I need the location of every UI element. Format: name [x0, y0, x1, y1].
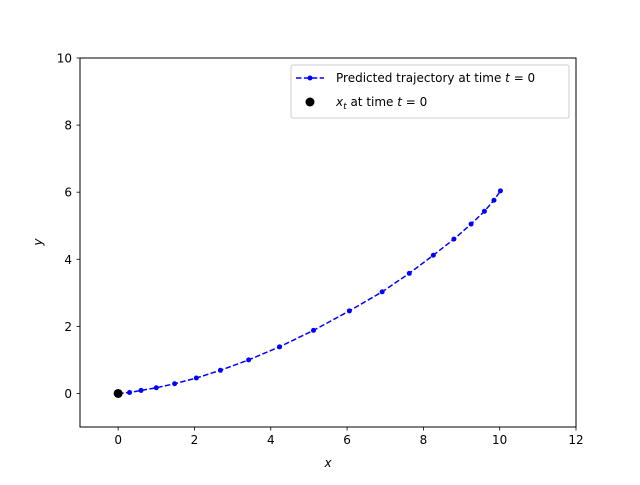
trajectory-point	[379, 289, 385, 295]
x-tick-label: 8	[420, 433, 428, 447]
y-tick-label: 10	[57, 52, 72, 66]
trajectory-point	[127, 389, 133, 395]
xt-point	[113, 388, 123, 398]
x-axis-label: x	[323, 456, 332, 470]
trajectory-point	[153, 385, 159, 391]
trajectory-point	[277, 344, 283, 350]
trajectory-point	[468, 221, 474, 227]
x-ticks: 0 2 4 6 8 10 12	[114, 427, 584, 447]
trajectory-point	[406, 270, 412, 276]
y-tick-label: 0	[64, 387, 72, 401]
y-tick-label: 6	[64, 186, 72, 200]
x-tick-label: 6	[343, 433, 351, 447]
series-layer	[113, 188, 503, 398]
trajectory-point	[172, 381, 178, 387]
trajectory-point	[430, 252, 436, 258]
x-tick-label: 4	[267, 433, 275, 447]
y-tick-label: 2	[64, 320, 72, 334]
trajectory-point	[193, 375, 199, 381]
trajectory-point	[451, 236, 457, 242]
legend-entry-xt: xt at time t = 0	[335, 95, 427, 112]
trajectory-point	[311, 327, 317, 333]
trajectory-point	[497, 188, 503, 194]
x-tick-label: 0	[114, 433, 122, 447]
y-tick-label: 8	[64, 119, 72, 133]
legend: Predicted trajectory at time t = 0 xt at…	[290, 64, 570, 119]
x-tick-label: 12	[568, 433, 583, 447]
legend-point-marker	[305, 97, 315, 107]
trajectory-point	[491, 197, 497, 203]
y-tick-label: 4	[64, 253, 72, 267]
trajectory-point	[138, 387, 144, 393]
legend-line-marker	[307, 75, 313, 81]
legend-box	[290, 64, 570, 119]
plot-frame	[79, 57, 577, 428]
x-tick-label: 10	[492, 433, 507, 447]
y-axis-label: y	[31, 238, 45, 247]
legend-entry-trajectory: Predicted trajectory at time t = 0	[336, 71, 535, 85]
trajectory-point	[246, 357, 252, 363]
trajectory-point	[346, 308, 352, 314]
trajectory-point	[481, 208, 487, 214]
trajectory-point	[217, 367, 223, 373]
plot-area	[80, 58, 576, 427]
y-ticks: 0 2 4 6 8 10	[57, 52, 80, 401]
x-tick-label: 2	[191, 433, 199, 447]
